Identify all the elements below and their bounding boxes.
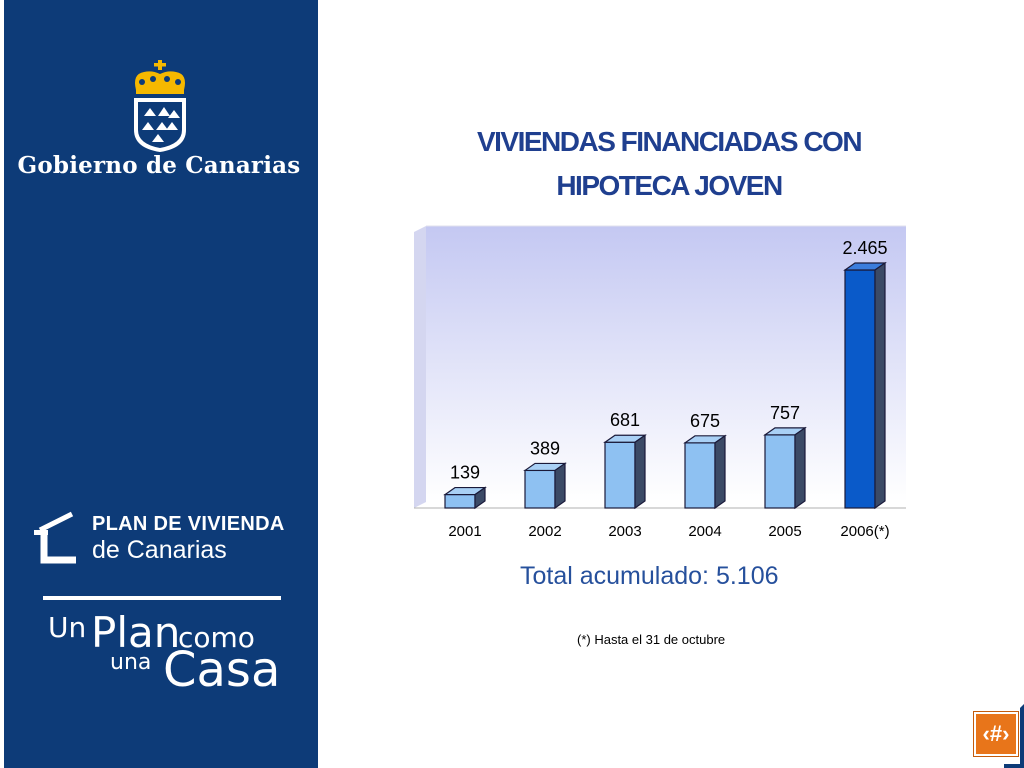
bar-front: [444, 493, 476, 509]
x-axis-labels: 2001 2002 2003 2004 2005 2006(*): [448, 523, 889, 540]
bar: [683, 434, 727, 510]
slogan-word-como: como: [178, 621, 255, 654]
bar-value-label: 681: [610, 410, 640, 430]
plot-side-wall: [414, 226, 426, 508]
slide-number-badge: ‹#›: [973, 711, 1019, 757]
bar-side: [714, 434, 726, 510]
bar-side: [634, 434, 646, 510]
slide-number: ‹#›: [982, 721, 1010, 746]
bar-front: [764, 434, 796, 509]
x-tick-label: 2002: [528, 523, 561, 540]
bar-value-label: 389: [530, 438, 560, 458]
slogan-word-una: una: [110, 650, 152, 675]
x-tick-label: 2005: [768, 523, 801, 540]
bar-side: [554, 462, 566, 510]
bar-value-label: 675: [690, 411, 720, 431]
bar-front: [524, 469, 556, 509]
slogan-word-casa: Casa: [163, 642, 281, 698]
plan-logo-title: PLAN DE VIVIENDA: [92, 513, 285, 535]
sidebar-edge: [0, 0, 4, 768]
bar-front: [684, 442, 716, 509]
plan-vivienda-logo-icon: [34, 511, 76, 564]
bar: [523, 462, 567, 510]
chart-title: VIVIENDAS FINANCIADAS CON HIPOTECA JOVEN: [430, 120, 908, 208]
chart-title-line1: VIVIENDAS FINANCIADAS CON: [476, 126, 863, 157]
bar-value-label: 2.465: [842, 238, 887, 258]
footnote: (*) Hasta el 31 de octubre: [577, 632, 726, 647]
total-accumulated: Total acumulado: 5.106: [520, 562, 779, 590]
plot-back-wall: [426, 226, 906, 502]
plan-logo-subtitle: de Canarias: [92, 536, 227, 564]
badge-corner-decoration: [1004, 704, 1024, 768]
bar-side: [874, 261, 886, 510]
x-tick-label: 2001: [448, 523, 481, 540]
x-tick-label: 2003: [608, 523, 641, 540]
chart-title-line2: HIPOTECA JOVEN: [556, 170, 783, 201]
canarias-crest-icon: [134, 60, 186, 152]
bar: [603, 434, 647, 510]
bar-value-label: 139: [450, 463, 480, 483]
bar-series: [443, 261, 887, 510]
bar-side: [474, 486, 486, 510]
sidebar-panel: Gobierno de Canarias PLAN DE VIVIENDA de…: [0, 0, 318, 768]
x-tick-label: 2006(*): [840, 523, 889, 540]
bar: [843, 261, 887, 510]
bar-side: [794, 426, 806, 510]
bar: [763, 426, 807, 510]
bar-front: [844, 269, 876, 509]
government-name: Gobierno de Canarias: [17, 152, 301, 179]
plan-logo-divider: [43, 596, 281, 600]
slogan-word-un: Un: [48, 611, 87, 644]
bar-front: [604, 441, 636, 509]
x-tick-label: 2004: [688, 523, 721, 540]
plot-area: [414, 225, 906, 509]
data-labels: 139 389 681 675 757 2.465: [450, 238, 888, 483]
bar: [443, 486, 487, 510]
bar-value-label: 757: [770, 403, 800, 423]
slogan-word-plan: Plan: [91, 608, 181, 657]
